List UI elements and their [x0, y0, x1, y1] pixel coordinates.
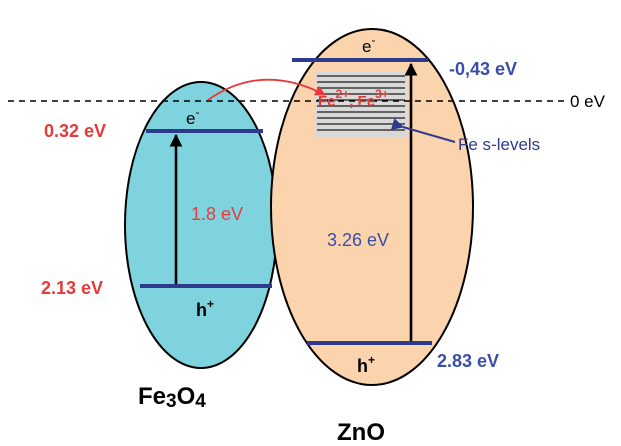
fe-ions-label: Fe2+, Fe3+: [318, 87, 389, 110]
zno-cb-energy: -0,43 eV: [449, 59, 517, 79]
zno-name: ZnO: [337, 419, 385, 446]
fe3o4-vb-energy: 2.13 eV: [41, 278, 103, 298]
electron-transfer-arrow: [207, 78, 326, 101]
fe-levels-lines: [317, 75, 405, 131]
fe3o4-band-gap: 1.8 eV: [191, 204, 243, 224]
zno-band-gap: 3.26 eV: [327, 230, 389, 250]
zno-hole-label: h+: [357, 353, 375, 376]
fe3o4-electron-label: e-: [186, 105, 199, 128]
zno-electron-label: e-: [362, 33, 375, 56]
fe3o4-hole-label: h+: [196, 297, 214, 320]
fe3o4-cb-energy: 0.32 eV: [44, 121, 106, 141]
fe-levels-label: Fe s-levels: [458, 135, 540, 154]
fe-levels-pointer: [390, 118, 456, 143]
fe3o4-ellipse: [124, 81, 278, 369]
zno-vb-energy: 2.83 eV: [437, 351, 499, 371]
zero-level-label: 0 eV: [570, 92, 606, 111]
fe3o4-name: Fe3O4: [138, 383, 206, 412]
